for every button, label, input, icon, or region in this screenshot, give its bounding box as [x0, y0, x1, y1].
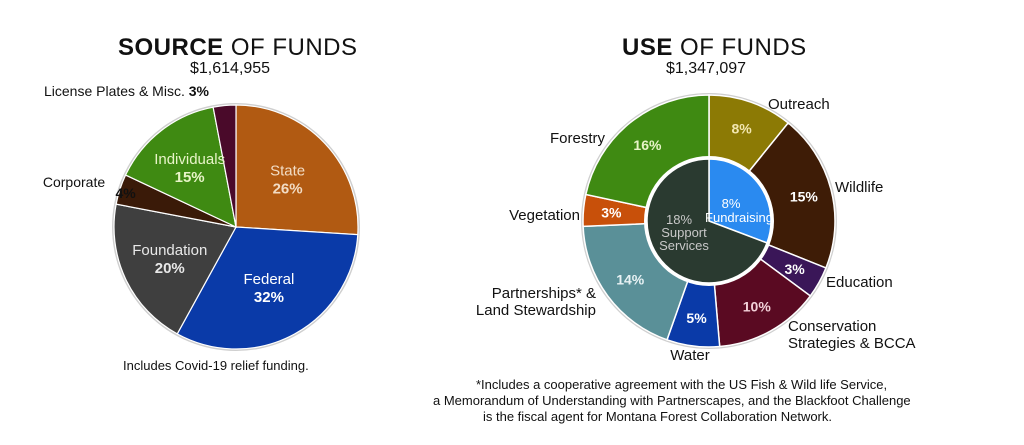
use-pct-outreach: 8%	[732, 121, 753, 137]
use-inner-label-support-2: Services	[659, 238, 709, 253]
use-inner-label-support-1: Support	[661, 225, 707, 240]
source-note: Includes Covid-19 relief funding.	[123, 358, 309, 373]
source-label-foundation: Foundation	[132, 242, 207, 259]
use-pct-wildlife: 15%	[790, 188, 819, 204]
use-inner-pct-support: 18%	[666, 212, 692, 227]
source-slice-individuals	[124, 106, 237, 229]
use-title-rest: OF FUNDS	[672, 34, 807, 61]
use-total: $1,347,097	[666, 60, 747, 77]
use-label-partnerships-land-stewardship-1: Partnerships* &	[492, 285, 596, 302]
source-title-bold: SOURCE	[118, 34, 224, 61]
source-pct-individuals: 15%	[175, 169, 205, 186]
use-title: USE OF FUNDS	[622, 34, 807, 62]
use-note-line-3: is the fiscal agent for Montana Forest C…	[483, 409, 833, 424]
use-pct-vegetation: 3%	[601, 205, 622, 221]
source-slice-federal	[176, 226, 359, 350]
use-inner-pct-fundraising: 8%	[722, 196, 741, 211]
source-label-state: State	[270, 163, 305, 180]
use-inner-label-fundraising: Fundraising	[705, 210, 773, 225]
use-label-forestry: Forestry	[550, 130, 606, 147]
source-pct-corporate: 4%	[115, 185, 136, 201]
source-total: $1,614,955	[190, 60, 271, 77]
use-title-bold: USE	[622, 34, 673, 61]
source-slice-foundation	[113, 203, 237, 335]
use-note-line-1: *Includes a cooperative agreement with t…	[476, 377, 888, 392]
source-pct-federal: 32%	[254, 289, 284, 306]
use-pct-education: 3%	[784, 261, 805, 277]
use-note-line-2: a Memorandum of Understanding with Partn…	[433, 393, 911, 408]
source-slice-state	[235, 104, 359, 236]
use-label-conservation-strategies-bcca-2: Strategies & BCCA	[788, 335, 916, 352]
source-pct-license-plates: 3%	[189, 83, 210, 99]
use-label-water: Water	[670, 347, 709, 364]
source-pct-state: 26%	[273, 181, 303, 198]
use-label-education: Education	[826, 274, 893, 291]
use-label-vegetation: Vegetation	[509, 207, 580, 224]
use-label-wildlife: Wildlife	[835, 179, 883, 196]
use-pct-partnerships-land-stewardship: 14%	[616, 271, 645, 287]
source-label-corporate: Corporate	[43, 174, 105, 190]
source-label-license-plates: License Plates & Misc. 3%	[44, 83, 210, 99]
use-pct-conservation-strategies-bcca: 10%	[743, 299, 772, 315]
source-slice-license-plates-misc	[212, 104, 237, 228]
source-label-individuals: Individuals	[154, 151, 225, 168]
source-title: SOURCE OF FUNDS	[118, 34, 358, 62]
source-pct-foundation: 20%	[155, 260, 185, 277]
use-label-conservation-strategies-bcca-1: Conservation	[788, 318, 876, 335]
use-inner-slice-fundraising	[708, 158, 772, 244]
source-title-rest: OF FUNDS	[223, 34, 358, 61]
use-pct-forestry: 16%	[633, 137, 662, 153]
source-label-federal: Federal	[243, 271, 294, 288]
use-label-outreach: Outreach	[768, 96, 830, 113]
use-inner-slice-support-services	[646, 158, 768, 284]
use-pct-water: 5%	[686, 310, 707, 326]
use-label-partnerships-land-stewardship-2: Land Stewardship	[476, 302, 596, 319]
